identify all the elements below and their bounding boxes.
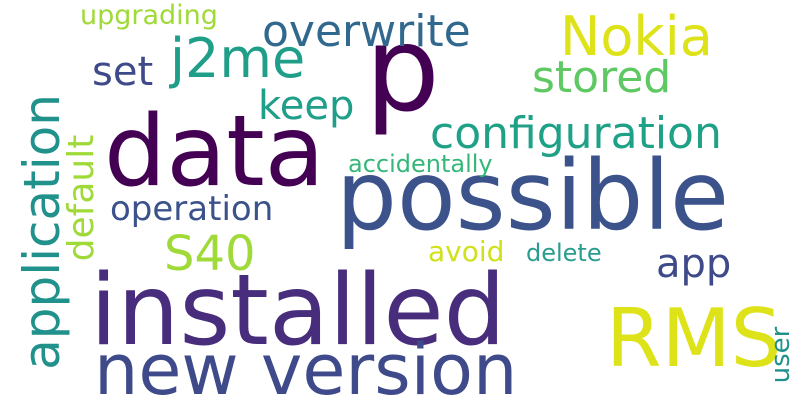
word-default: default xyxy=(61,134,102,262)
word-p: p xyxy=(365,0,440,138)
word-j2me: j2me xyxy=(170,27,306,90)
word-operation: operation xyxy=(110,189,274,229)
word-data: data xyxy=(104,95,325,209)
word-accidentally: accidentally xyxy=(348,150,493,178)
word-possible: possible xyxy=(336,140,730,252)
word-upgrading: upgrading xyxy=(80,0,218,31)
word-user: user xyxy=(766,326,796,384)
word-stored: stored xyxy=(532,52,672,103)
word-configuration: configuration xyxy=(430,108,722,159)
word-installed: installed xyxy=(90,254,506,368)
word-app: app xyxy=(656,241,732,287)
word-delete: delete xyxy=(526,239,602,267)
word-overwrite: overwrite xyxy=(262,6,471,57)
word-rms: RMS xyxy=(606,292,782,385)
word-nokia: Nokia xyxy=(560,5,713,68)
word-s40: S40 xyxy=(164,226,256,282)
word-new-version: new version xyxy=(94,329,518,400)
word-application: application xyxy=(13,94,71,370)
word-set: set xyxy=(92,49,154,95)
word-avoid: avoid xyxy=(428,235,505,268)
word-keep: keep xyxy=(258,83,355,129)
